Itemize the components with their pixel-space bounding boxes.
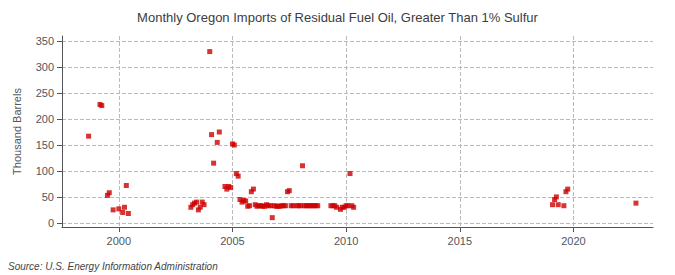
- svg-text:2005: 2005: [220, 235, 244, 247]
- svg-text:2000: 2000: [107, 235, 131, 247]
- svg-text:150: 150: [36, 139, 54, 151]
- svg-text:100: 100: [36, 165, 54, 177]
- svg-text:2015: 2015: [448, 235, 472, 247]
- svg-text:0: 0: [48, 217, 54, 229]
- svg-text:2020: 2020: [561, 235, 585, 247]
- svg-text:200: 200: [36, 113, 54, 125]
- svg-text:300: 300: [36, 61, 54, 73]
- svg-text:Source: U.S. Energy Informatio: Source: U.S. Energy Information Administ…: [8, 261, 218, 272]
- svg-text:350: 350: [36, 35, 54, 47]
- svg-text:50: 50: [42, 191, 54, 203]
- svg-text:Monthly Oregon Imports of Resi: Monthly Oregon Imports of Residual Fuel …: [137, 10, 538, 25]
- svg-text:2010: 2010: [334, 235, 358, 247]
- svg-text:Thousand Barrels: Thousand Barrels: [11, 88, 23, 175]
- svg-text:250: 250: [36, 87, 54, 99]
